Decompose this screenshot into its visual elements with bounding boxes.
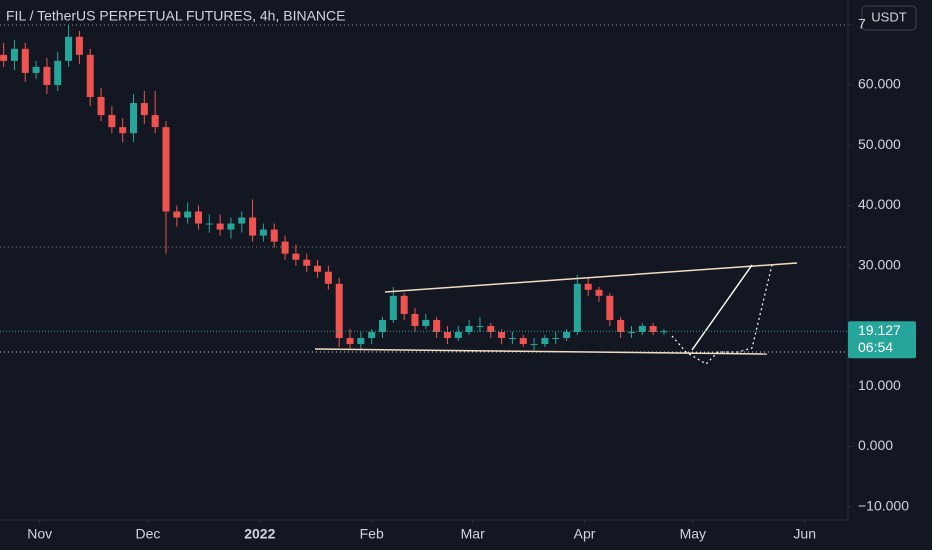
y-tick-label: 10.000 (858, 377, 901, 393)
x-tick-label: May (680, 526, 706, 542)
price-label-box (848, 321, 916, 359)
currency-button[interactable] (861, 5, 917, 31)
candle-body (324, 271, 332, 284)
countdown: 06:54 (858, 339, 893, 355)
candle-body (194, 211, 202, 224)
candle-body (454, 332, 462, 339)
x-tick-label: Jun (793, 526, 816, 542)
candle-body (0, 54, 8, 61)
y-tick-label: −10.000 (858, 497, 909, 513)
candle-body (638, 325, 646, 333)
candle-body (205, 223, 213, 225)
candle-body (433, 319, 441, 333)
candle-body (281, 241, 289, 254)
candle-body (21, 48, 29, 73)
candle-body (357, 338, 365, 345)
candle-body (86, 54, 94, 98)
candle-body (216, 223, 224, 230)
candles (0, 24, 668, 351)
candle-body (119, 127, 127, 134)
candle-body (249, 217, 257, 236)
candle-body (649, 325, 657, 333)
chart-title: FIL / TetherUS PERPETUAL FUTURES, 4h, BI… (6, 8, 345, 24)
projection-path (671, 264, 773, 365)
candle-body (303, 259, 311, 266)
currency-label[interactable]: USDT (871, 9, 906, 24)
candle-body (563, 332, 571, 339)
price-label: 19.127 (858, 322, 901, 338)
y-tick-label: 7 (858, 15, 866, 31)
candle-body (129, 103, 138, 134)
candle-body (627, 332, 636, 334)
candle-body (595, 289, 603, 296)
x-tick-label: Mar (461, 526, 485, 542)
y-tick-label: 60.000 (858, 76, 901, 92)
candle-body (530, 344, 538, 346)
candle-body (487, 325, 495, 333)
candle-body (184, 211, 192, 218)
x-tick-label: Feb (360, 526, 384, 542)
candle-body (476, 325, 484, 327)
candle-body (54, 60, 62, 85)
y-tick-label: 40.000 (858, 196, 901, 212)
candle-body (32, 66, 40, 73)
candle-body (97, 97, 105, 116)
candle-body (552, 338, 560, 340)
candle-body (541, 338, 549, 345)
x-tick-label: Dec (135, 526, 160, 542)
candle-body (498, 332, 506, 339)
candle-body (443, 332, 451, 339)
candle-body (584, 283, 592, 290)
candle-body (65, 36, 73, 61)
candle-body (151, 115, 159, 128)
x-tick-label: Nov (27, 526, 52, 542)
candle-body (238, 217, 246, 224)
candle-body (10, 48, 18, 61)
projection-line (691, 264, 753, 351)
candle-body (43, 66, 51, 85)
y-tick-label: 0.000 (858, 437, 893, 453)
candle-body (75, 36, 83, 55)
candle-body (400, 295, 408, 314)
candle-body (108, 115, 116, 128)
candle-body (368, 332, 376, 339)
candle-body (508, 338, 516, 340)
candle-body (346, 338, 354, 345)
candle-body (140, 103, 148, 116)
trend-line (314, 348, 768, 355)
candle-body (227, 223, 235, 230)
candle-body (519, 338, 527, 345)
candle-body (617, 319, 625, 333)
candle-body (573, 283, 581, 333)
y-tick-label: 50.000 (858, 136, 901, 152)
candle-body (335, 283, 343, 339)
candle-body (292, 253, 300, 260)
candle-body (389, 295, 397, 320)
candle-body (314, 265, 322, 272)
candle-body (378, 319, 387, 333)
x-tick-label: 2022 (244, 526, 275, 542)
candle-body (411, 313, 419, 326)
x-tick-label: Apr (574, 526, 596, 542)
y-tick-label: 30.000 (858, 256, 901, 272)
candle-body (162, 127, 170, 212)
candle-body (173, 211, 181, 218)
trend-line (384, 262, 798, 293)
candle-body (606, 295, 614, 320)
candle-body (422, 319, 430, 326)
candle-body (465, 325, 473, 333)
candle-body (270, 229, 278, 242)
candle-body (259, 229, 267, 236)
